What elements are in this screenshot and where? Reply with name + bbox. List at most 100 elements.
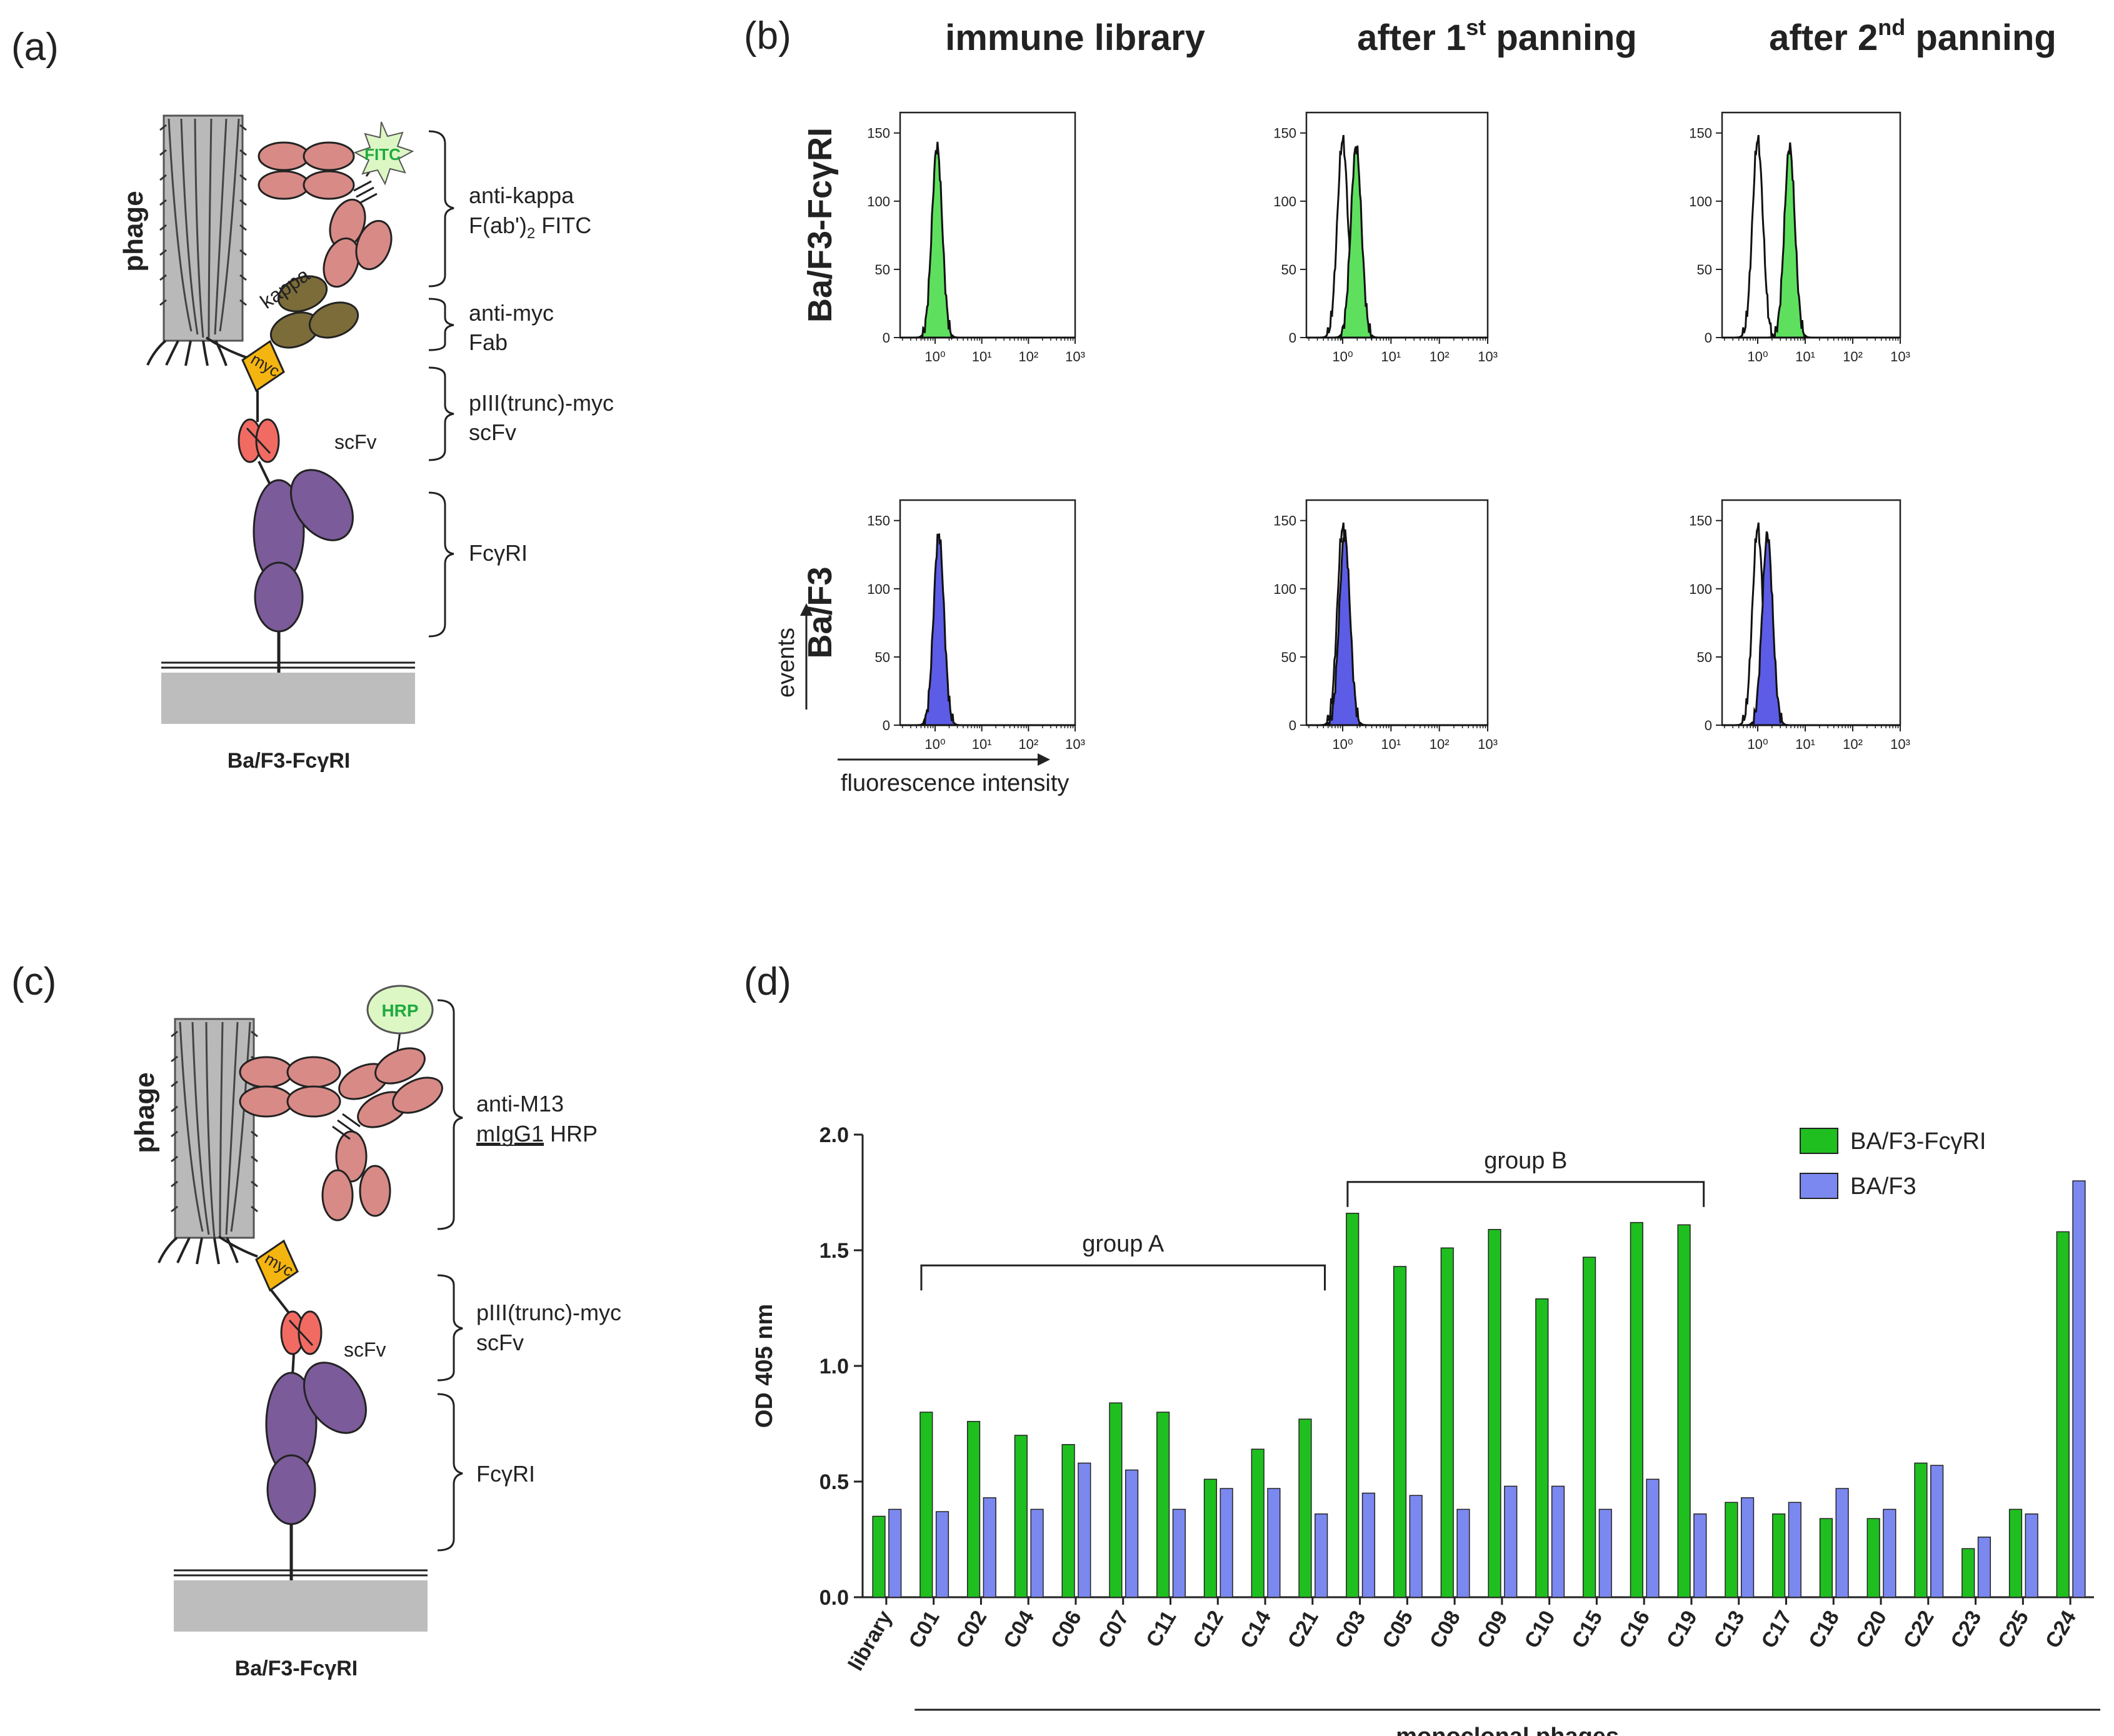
events-arrow-head [800, 603, 813, 616]
bar-C07-1 [1109, 1402, 1123, 1598]
histogram-r1-c2: 0 50 100 150 10⁰ 10¹ 10² 10³ [1273, 111, 1498, 364]
y-tick-label: 50 [1697, 650, 1712, 665]
x-tick-label: 10¹ [1795, 349, 1815, 364]
y-tick-label: 50 [875, 262, 890, 278]
bar-C20-2 [1883, 1508, 1896, 1598]
events-label: events [773, 628, 799, 698]
row-label-1: Ba/F3-FcγRI [801, 128, 839, 323]
brackets-a [428, 130, 454, 638]
x-tick-label: C01 [904, 1607, 944, 1652]
bar-C04-1 [1014, 1435, 1028, 1598]
y-tick-label: 150 [1273, 513, 1296, 529]
histogram-r2-c1: 0 50 100 150 10⁰ 10¹ 10² 10³ [867, 499, 1085, 752]
phage-label-c: phage [129, 1072, 160, 1153]
bar-library-1 [872, 1515, 886, 1598]
x-tick-label: C08 [1425, 1607, 1465, 1652]
histogram-sample-curve [1722, 142, 1900, 341]
bar-C19-2 [1693, 1513, 1707, 1598]
svg-text:anti-M13: anti-M13 [476, 1091, 564, 1116]
bar-C03-2 [1361, 1492, 1376, 1598]
x-tick-label: 10² [1843, 736, 1863, 752]
svg-text:pIII(trunc)-myc: pIII(trunc)-myc [476, 1300, 621, 1325]
y-tick-label: 0 [1289, 330, 1296, 346]
phage-body [146, 114, 248, 366]
legend-label-2: BA/F3 [1850, 1173, 1916, 1200]
x-tick-label: 10¹ [1381, 736, 1401, 752]
x-tick-label: 10⁰ [924, 736, 945, 752]
histogram-r2-c2: 0 50 100 150 10⁰ 10¹ 10² 10³ [1273, 499, 1498, 752]
panel-letter-c: (c) [11, 960, 57, 1003]
svg-text:FcγRI: FcγRI [476, 1461, 535, 1487]
facs-histogram-grid: immune library after 1st panning after 2nd… [773, 14, 2056, 796]
panel-letter-d: (d) [744, 960, 791, 1003]
bar-C25-1 [2008, 1508, 2023, 1598]
y-tick-label: 50 [1697, 262, 1712, 278]
svg-text:FITC: FITC [364, 145, 401, 164]
bar-C17-2 [1788, 1502, 1801, 1598]
x-tick-label: C09 [1473, 1607, 1513, 1652]
bar-C23-2 [1977, 1537, 1991, 1598]
legend-label-1: BA/F3-FcγRI [1850, 1128, 1986, 1155]
y-tick-label: 150 [1273, 126, 1296, 141]
bar-C15-2 [1598, 1508, 1612, 1598]
bar-C21-1 [1298, 1418, 1312, 1598]
scfv-label: scFv [334, 431, 377, 453]
y-tick-label: 150 [867, 126, 890, 141]
x-tick-label: 10³ [1478, 349, 1498, 364]
x-tick-label: 10² [1018, 736, 1038, 752]
bar-C08-1 [1440, 1247, 1454, 1598]
histogram-sample-curve [1306, 529, 1488, 728]
histogram-sample-curve [900, 533, 1075, 726]
histogram-frame [899, 499, 1076, 726]
x-tick-label: C18 [1804, 1607, 1844, 1652]
bar-C09-1 [1488, 1228, 1501, 1598]
svg-text:mIgG1 HRP: mIgG1 HRP [476, 1121, 598, 1146]
bar-C18-2 [1835, 1488, 1849, 1598]
x-tick-label: 10² [1843, 349, 1863, 364]
x-tick-label: C25 [1993, 1607, 2033, 1652]
x-tick-label: 10¹ [972, 736, 992, 752]
bracket-labels-a: anti-kappa F(ab')2 FITC anti-myc Fab pII… [469, 183, 614, 566]
bar-C12-1 [1203, 1478, 1218, 1598]
x-tick-label: C21 [1283, 1607, 1323, 1652]
x-tick-label: C07 [1094, 1607, 1134, 1652]
x-tick-label: 10⁰ [1332, 736, 1353, 752]
histogram-r1-c1: 0 50 100 150 10⁰ 10¹ 10² 10³ [867, 111, 1085, 364]
x-tick-label: C15 [1567, 1607, 1607, 1652]
phage-body-c [158, 1018, 258, 1265]
bar-C09-2 [1504, 1485, 1518, 1598]
histogram-sample-curve [900, 141, 1075, 341]
bar-C24-2 [2072, 1180, 2086, 1598]
x-tick-label: 10² [1430, 349, 1450, 364]
group-label-1: group A [1082, 1231, 1165, 1257]
bar-C03-1 [1346, 1213, 1360, 1598]
bar-C20-1 [1866, 1518, 1880, 1598]
y-tick-label: 150 [867, 513, 890, 529]
histogram-sample-curve [1306, 145, 1488, 341]
fcgri-receptor [253, 461, 354, 706]
svg-text:F(ab')2 FITC: F(ab')2 FITC [469, 213, 591, 242]
histogram-r2-c3: 0 50 100 150 10⁰ 10¹ 10² 10³ [1689, 499, 1910, 752]
bar-C12-2 [1220, 1488, 1233, 1598]
x-tick-label: 10¹ [972, 349, 992, 364]
x-tick-label: C12 [1188, 1607, 1228, 1652]
x-tick-label: C10 [1520, 1607, 1560, 1652]
od-bar-chart: 0.0 0.5 1.0 1.5 2.0 OD 405 nm library C01 C02 C04… [751, 1123, 2100, 1736]
x-tick-label: 10³ [1478, 736, 1498, 752]
x-tick-label: library [844, 1607, 897, 1675]
bar-C01-2 [935, 1511, 949, 1598]
bar-C06-2 [1078, 1462, 1091, 1598]
y-tick-label: 100 [1273, 194, 1296, 209]
y-tick-label: 100 [1273, 581, 1296, 597]
column-header-2: after 1st panning [1357, 14, 1637, 58]
y-tick-label: 150 [1689, 513, 1712, 529]
y-tick-label: 50 [1281, 650, 1296, 665]
legend-swatch-2 [1800, 1173, 1838, 1199]
bar-C16-2 [1646, 1478, 1660, 1598]
bar-C02-1 [966, 1421, 981, 1598]
y-tick-label: 100 [1689, 581, 1712, 597]
x-tick-label: 10⁰ [1747, 349, 1768, 364]
phage-label: phage [118, 191, 149, 272]
bar-C05-1 [1393, 1266, 1407, 1598]
bar-C14-2 [1267, 1488, 1281, 1598]
